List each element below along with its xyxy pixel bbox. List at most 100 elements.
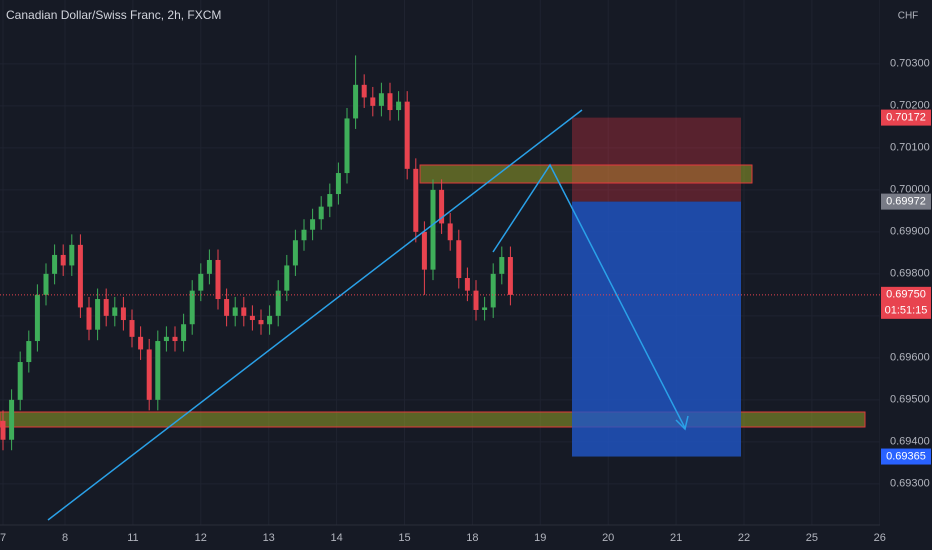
y-tick-label: 0.70100 xyxy=(890,142,930,154)
candle-body xyxy=(26,341,32,363)
x-tick-label: 7 xyxy=(0,532,6,544)
projection-path xyxy=(492,163,686,429)
trend-line xyxy=(47,109,583,521)
candle-body xyxy=(275,290,281,316)
candle-body xyxy=(473,290,479,310)
resistance-zone xyxy=(419,164,753,184)
candle-body xyxy=(378,93,384,106)
x-tick-label: 15 xyxy=(398,532,410,544)
candle-body xyxy=(490,273,496,308)
candle-body xyxy=(421,231,427,270)
chart-title: Canadian Dollar/Swiss Franc, 2h, FXCM xyxy=(6,8,221,22)
candle-body xyxy=(103,299,109,316)
candle-body xyxy=(387,93,393,111)
candle-body xyxy=(232,307,238,316)
candle-body xyxy=(447,223,453,241)
candle-body xyxy=(43,273,49,295)
candle-body xyxy=(77,244,83,308)
y-tick-label: 0.69600 xyxy=(890,352,930,364)
price-tag xyxy=(881,193,931,210)
stop-zone xyxy=(572,117,741,202)
candle-body xyxy=(60,254,66,266)
candle-body xyxy=(95,299,101,330)
candle-body xyxy=(224,299,230,316)
x-tick-label: 8 xyxy=(62,532,68,544)
candle-body xyxy=(370,97,376,106)
candle-body xyxy=(181,324,187,342)
candle-body xyxy=(206,259,212,274)
price-tag xyxy=(881,286,931,319)
x-tick-label: 14 xyxy=(330,532,342,544)
candle-body xyxy=(361,84,367,98)
position-box xyxy=(572,117,741,457)
y-tick-label: 0.69900 xyxy=(890,226,930,238)
candle-body xyxy=(52,254,58,274)
y-tick-label: 0.69400 xyxy=(890,436,930,448)
x-tick-label: 19 xyxy=(534,532,546,544)
candle-body xyxy=(163,336,169,342)
candle-body xyxy=(335,173,341,195)
candle-body xyxy=(189,290,195,325)
x-tick-label: 20 xyxy=(602,532,614,544)
candle-body xyxy=(258,320,264,325)
candle-body xyxy=(138,336,144,350)
price-tag-label: 0.69750 xyxy=(886,289,926,301)
candle-body xyxy=(0,420,6,440)
candle-body xyxy=(344,118,350,174)
x-tick-label: 21 xyxy=(670,532,682,544)
price-tag-label: 0.69365 xyxy=(886,450,926,462)
candle-body xyxy=(327,194,333,207)
candle-body xyxy=(155,341,161,400)
candle-body xyxy=(86,307,92,330)
candle-body xyxy=(249,315,255,321)
x-tick-label: 12 xyxy=(195,532,207,544)
candles xyxy=(0,55,513,451)
candle-body xyxy=(507,257,513,295)
candle-body xyxy=(129,320,135,337)
candle-body xyxy=(292,240,298,266)
candle-body xyxy=(404,101,410,169)
y-tick-label: 0.70200 xyxy=(890,100,930,112)
candle-body xyxy=(69,244,75,266)
candle-body xyxy=(456,240,462,279)
x-tick-label: 18 xyxy=(466,532,478,544)
x-tick-label: 25 xyxy=(806,532,818,544)
x-tick-label: 22 xyxy=(738,532,750,544)
candle-body xyxy=(430,189,436,270)
candle-body xyxy=(34,294,40,342)
target-zone xyxy=(572,201,741,457)
candle-body xyxy=(284,265,290,291)
candle-body xyxy=(17,362,23,400)
candle-body xyxy=(439,189,445,224)
price-tag-label: 0.70172 xyxy=(886,112,926,124)
candle-body xyxy=(9,399,15,440)
candle-body xyxy=(215,259,221,300)
projection-arrow xyxy=(675,415,689,431)
candle-body xyxy=(172,336,178,342)
price-tag xyxy=(881,109,931,126)
x-tick-label: 11 xyxy=(127,532,138,544)
x-tick-label: 13 xyxy=(263,532,275,544)
y-tick-label: 0.70300 xyxy=(890,58,930,70)
y-tick-label: 0.70000 xyxy=(890,184,930,196)
currency: CHF xyxy=(898,11,919,22)
candle-body xyxy=(464,278,470,291)
candle-body xyxy=(198,273,204,291)
y-tick-label: 0.69500 xyxy=(890,394,930,406)
x-tick-label: 26 xyxy=(874,532,886,544)
y-tick-label: 0.69300 xyxy=(890,478,930,490)
y-tick-label: 0.69800 xyxy=(890,268,930,280)
candle-body xyxy=(267,315,273,325)
candle-body xyxy=(120,307,126,321)
countdown: 01:51:15 xyxy=(885,305,928,317)
candle-body xyxy=(241,307,247,316)
candle-body xyxy=(318,206,324,220)
candle-body xyxy=(112,307,118,316)
price-tag xyxy=(881,448,931,465)
candle-body xyxy=(396,101,402,111)
price-tag-label: 0.69972 xyxy=(886,196,926,208)
candle-body xyxy=(499,257,505,274)
candle-body xyxy=(482,307,488,310)
